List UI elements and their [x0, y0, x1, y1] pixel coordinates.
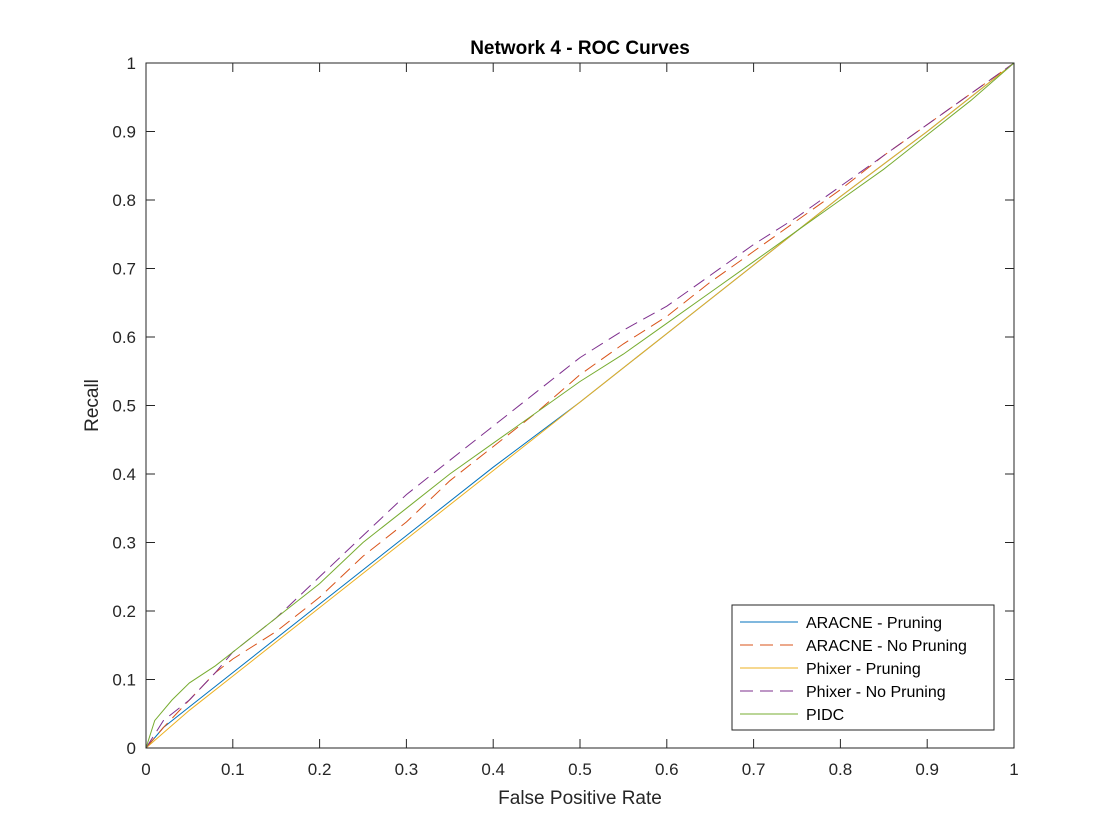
x-tick-label: 0.2 [308, 760, 332, 779]
y-tick-label: 0.5 [112, 397, 136, 416]
x-axis-label: False Positive Rate [498, 788, 662, 809]
y-tick-label: 0.6 [112, 328, 136, 347]
chart-title: Network 4 - ROC Curves [470, 38, 690, 59]
x-tick-label: 0.1 [221, 760, 245, 779]
legend-entry: ARACNE - Pruning [806, 615, 942, 632]
series-line-4 [145, 62, 1015, 749]
ticks-layer: 0 0.1 0.2 0.3 0.4 0.5 0.6 0.7 0.8 0.9 1 0 0.1 0.2 0.3 0… [112, 54, 1018, 779]
x-tick-label: 0.8 [829, 760, 853, 779]
y-tick-label: 0.1 [112, 671, 136, 690]
x-tick-label: 0.5 [568, 760, 592, 779]
series-line-5 [145, 62, 1015, 749]
x-tick-label: 1 [1009, 760, 1018, 779]
x-tick-label: 0.7 [742, 760, 766, 779]
x-tick-label: 0.3 [395, 760, 419, 779]
x-tick-label: 0 [141, 760, 150, 779]
y-tick-label: 0.2 [112, 602, 136, 621]
legend-entry: Phixer - No Pruning [806, 684, 946, 701]
legend-entry: PIDC [806, 707, 844, 724]
y-tick-label: 1 [127, 54, 136, 73]
y-tick-label: 0.9 [112, 123, 136, 142]
x-tick-label: 0.6 [655, 760, 679, 779]
y-tick-label: 0.8 [112, 191, 136, 210]
y-axis-label: Recall [82, 379, 103, 432]
series-layer [145, 62, 1015, 749]
y-tick-label: 0.3 [112, 534, 136, 553]
y-tick-label: 0 [127, 739, 136, 758]
x-tick-label: 0.4 [481, 760, 505, 779]
y-tick-label: 0.7 [112, 260, 136, 279]
legend-entry: Phixer - Pruning [806, 661, 921, 678]
series-line-3 [145, 62, 1015, 749]
x-tick-label: 0.9 [915, 760, 939, 779]
series-line-2 [145, 62, 1015, 749]
y-tick-label: 0.4 [112, 465, 136, 484]
legend: ARACNE - Pruning ARACNE - No Pruning Phixe… [731, 604, 995, 731]
legend-entry: ARACNE - No Pruning [806, 638, 967, 655]
